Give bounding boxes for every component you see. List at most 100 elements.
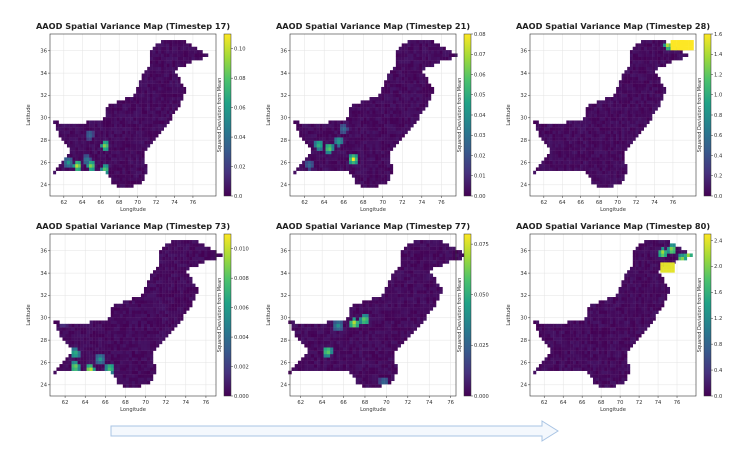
variance-cell [95, 343, 99, 348]
variance-cell [131, 360, 136, 365]
variance-cell [304, 367, 308, 371]
variance-cell [149, 63, 153, 68]
variance-cell [351, 133, 356, 138]
variance-cell [80, 354, 84, 358]
variance-cell [119, 350, 124, 355]
variance-cell [607, 154, 611, 158]
variance-cell [638, 73, 642, 78]
colorbar-tick-label: 0.10 [234, 47, 246, 53]
variance-cell [372, 150, 376, 155]
variance-cell [392, 76, 397, 81]
variance-cell [163, 113, 167, 118]
variance-cell [407, 270, 411, 274]
variance-cell [375, 103, 379, 108]
variance-cell [387, 143, 391, 148]
variance-cell [400, 256, 405, 261]
variance-cell [389, 113, 394, 118]
variance-cell [75, 157, 79, 161]
variance-cell [122, 113, 126, 118]
variance-cell [366, 184, 370, 188]
variance-cell [89, 157, 93, 161]
variance-cell [404, 70, 408, 74]
variance-cell [159, 286, 163, 291]
variance-cell [410, 310, 414, 314]
variance-cell [395, 140, 399, 145]
variance-cell [58, 164, 62, 168]
variance-cell [136, 90, 140, 94]
y-tick-label: 34 [40, 271, 47, 277]
variance-cell [110, 320, 114, 325]
variance-cell [119, 364, 124, 368]
variance-cell [407, 313, 411, 318]
variance-cell [618, 127, 622, 131]
variance-cell [643, 60, 647, 64]
variance-cell [375, 117, 379, 121]
variance-cell [401, 90, 405, 94]
variance-cell [169, 63, 173, 68]
variance-cell [616, 167, 620, 171]
variance-cell [616, 133, 620, 138]
variance-cell [174, 323, 178, 328]
variance-cell [177, 50, 181, 54]
variance-cell [137, 343, 142, 348]
variance-cell [310, 123, 315, 128]
variance-cell [654, 83, 658, 88]
variance-cell [149, 86, 153, 91]
variance-cell [137, 380, 142, 385]
variance-cell [74, 330, 78, 335]
variance-cell [369, 180, 373, 185]
variance-cell [136, 160, 140, 165]
variance-cell [391, 337, 395, 341]
variance-cell [646, 43, 650, 47]
variance-cell [137, 374, 142, 378]
variance-cell [149, 130, 153, 135]
variance-cell [313, 130, 317, 135]
variance-cell [147, 73, 151, 78]
variance-cell [133, 140, 137, 145]
variance-cell [152, 110, 156, 114]
variance-cell [638, 110, 642, 114]
variance-cell [549, 147, 553, 151]
variance-cell [183, 46, 187, 51]
variance-cell [78, 147, 81, 151]
variance-cell [116, 123, 120, 128]
variance-cell [152, 120, 156, 125]
variance-cell [307, 167, 312, 171]
variance-cell [159, 263, 163, 268]
variance-cell [313, 347, 318, 351]
variance-cell [365, 327, 369, 331]
variance-cell [337, 167, 341, 171]
variance-cell [419, 56, 423, 61]
variance-cell [560, 154, 564, 158]
variance-cell [410, 97, 414, 101]
variance-cell [325, 140, 329, 145]
variance-cell [381, 300, 385, 304]
variance-cell [307, 143, 312, 148]
variance-cell [384, 313, 389, 318]
colorbar-tick-label: 0.00 [474, 194, 486, 200]
variance-cell [83, 164, 87, 168]
variance-cell [116, 377, 121, 382]
variance-cell [348, 137, 353, 141]
variance-cell [119, 143, 123, 148]
variance-cell [125, 150, 129, 155]
variance-cell [165, 283, 169, 288]
variance-cell [652, 86, 656, 91]
variance-cell [410, 303, 414, 308]
variance-cell [137, 340, 142, 345]
variance-cell [384, 110, 388, 114]
variance-cell [191, 46, 195, 51]
variance-cell [355, 327, 360, 331]
variance-cell [137, 367, 142, 371]
variance-cell [627, 123, 631, 128]
variance-cell [194, 50, 198, 54]
colorbar [223, 33, 232, 197]
variance-cell [165, 263, 169, 268]
variance-cell [136, 133, 140, 138]
variance-cell [59, 333, 63, 338]
variance-cell [621, 130, 625, 135]
variance-cell [127, 117, 131, 121]
variance-cell [363, 140, 367, 145]
variance-cell [156, 303, 160, 308]
variance-cell [560, 143, 564, 148]
